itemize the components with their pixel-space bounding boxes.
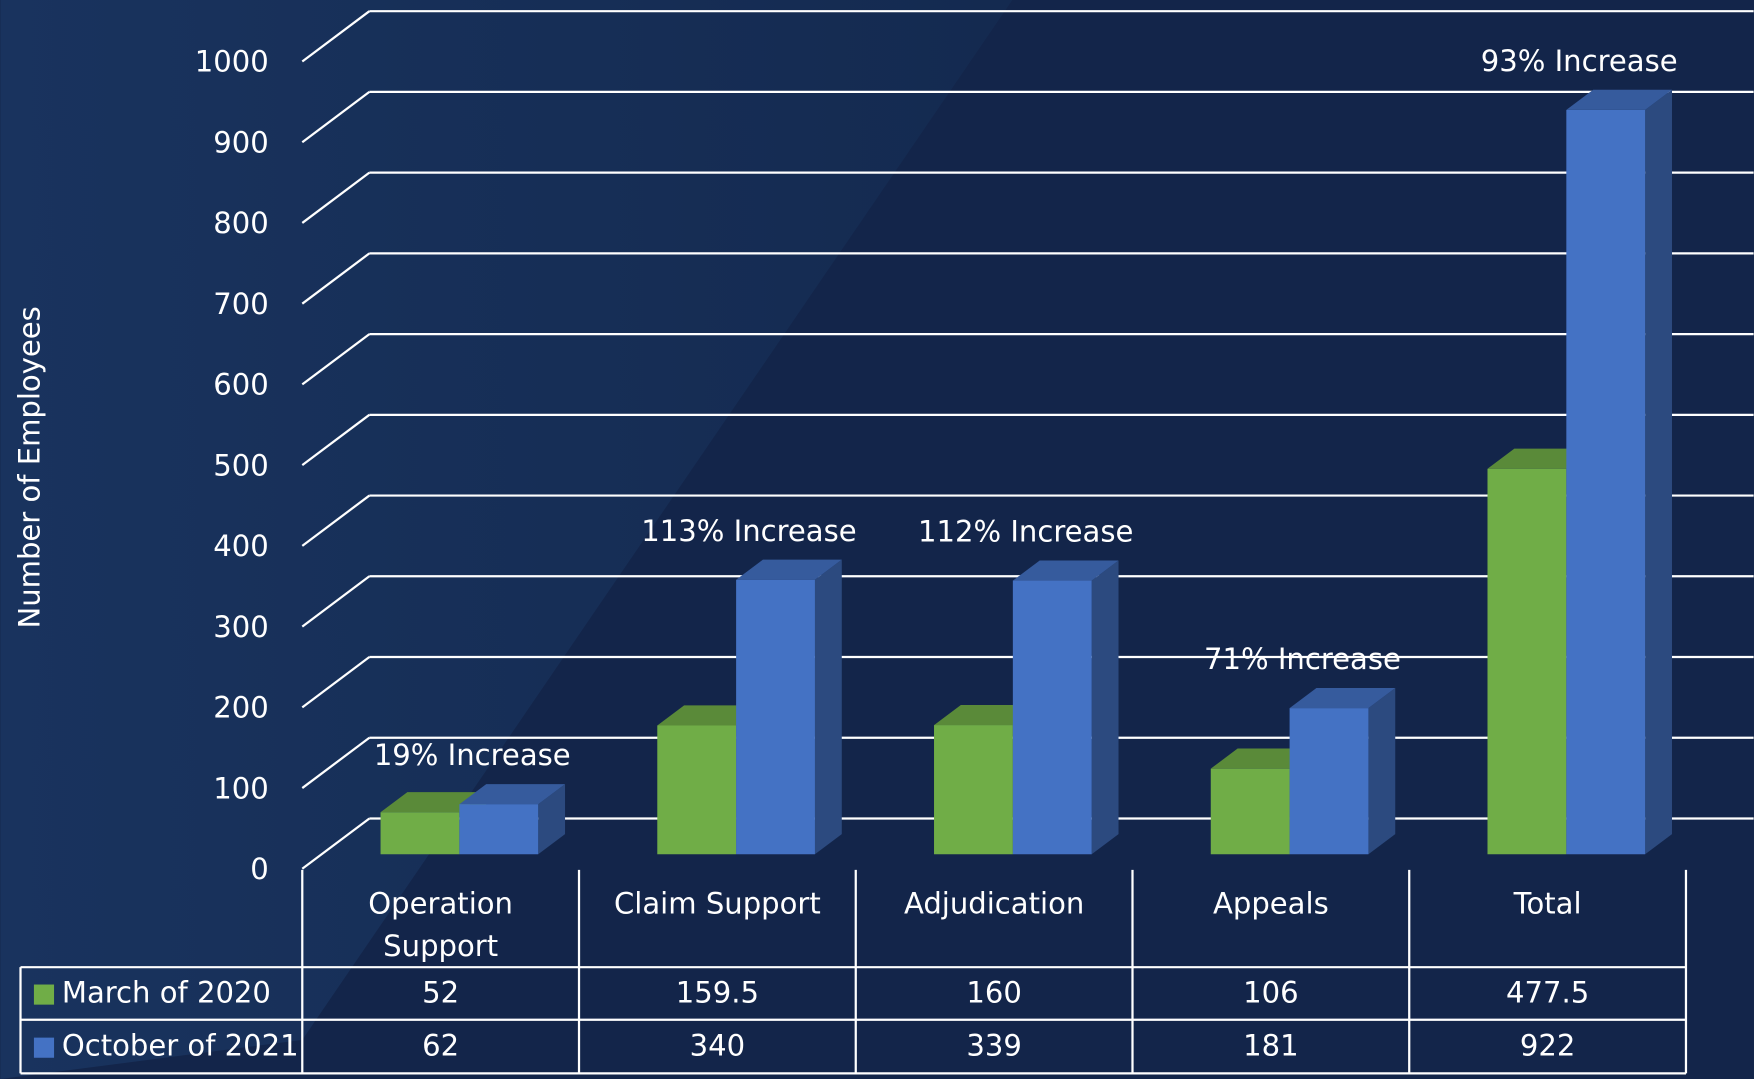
grid-line — [301, 171, 371, 224]
table-value: 52 — [422, 976, 459, 1010]
annotation: 93% Increase — [1481, 44, 1678, 78]
table-value: 477.5 — [1506, 976, 1589, 1010]
grid-line — [301, 252, 371, 305]
bar-side — [538, 784, 566, 855]
bar — [1487, 468, 1567, 855]
y-tick-label: 100 — [213, 771, 268, 805]
background-band — [0, 0, 1013, 1079]
grid-line — [301, 575, 371, 628]
y-tick-label: 300 — [213, 610, 268, 644]
y-tick-label: 0 — [250, 852, 269, 886]
y-tick-label: 500 — [213, 448, 268, 482]
y-tick-label: 200 — [213, 691, 268, 725]
category-label: Appeals — [1212, 887, 1329, 922]
table-value: 340 — [690, 1029, 745, 1063]
bar-top — [1012, 560, 1119, 581]
x-tick-label: Adjudication — [903, 887, 1085, 922]
legend-label: March of 2020 — [62, 976, 271, 1010]
bar-top — [1566, 89, 1672, 110]
y-tick-label: 700 — [213, 287, 268, 321]
category-label: Claim Support — [613, 887, 821, 922]
x-tick-label: Total — [1513, 887, 1582, 922]
y-axis-label: Number of Employees — [13, 306, 47, 628]
grid-line — [301, 10, 371, 63]
bar — [934, 725, 1013, 855]
bar-side — [814, 559, 842, 855]
grid-line — [301, 413, 371, 467]
table-value: 922 — [1520, 1029, 1575, 1063]
x-tick-label: Operation Support — [368, 887, 513, 964]
x-tick-label: Claim Support — [613, 887, 821, 922]
table-value: 160 — [966, 976, 1021, 1010]
bar — [1210, 768, 1290, 855]
legend-swatch — [33, 1037, 55, 1058]
grid-line — [301, 333, 371, 386]
bar — [657, 725, 737, 855]
annotation: 19% Increase — [374, 738, 571, 772]
table-value: 339 — [966, 1029, 1021, 1063]
bar-side — [1091, 560, 1119, 855]
y-tick-label: 600 — [213, 368, 268, 402]
annotation: 113% Increase — [641, 514, 856, 548]
grid-line — [301, 817, 371, 870]
bar — [1566, 109, 1646, 855]
bar-top — [459, 784, 566, 805]
bar-top — [736, 559, 842, 580]
bar — [380, 812, 460, 855]
y-tick-label: 400 — [213, 529, 268, 563]
y-tick-label: 1000 — [195, 45, 269, 79]
grid-line — [301, 91, 371, 144]
bar — [736, 579, 815, 855]
annotation: 112% Increase — [918, 515, 1133, 549]
legend-label: October of 2021 — [62, 1029, 299, 1063]
bar-side — [1368, 688, 1396, 855]
bar — [459, 804, 539, 855]
grid-line — [301, 494, 371, 547]
table-value: 62 — [422, 1029, 459, 1063]
table-value: 181 — [1243, 1029, 1298, 1063]
category-label: Adjudication — [903, 887, 1085, 922]
bar-top — [1289, 688, 1396, 709]
y-tick-label: 900 — [213, 125, 268, 159]
x-tick-label: Appeals — [1212, 887, 1329, 922]
category-label: Total — [1513, 887, 1582, 922]
bar-side — [1645, 89, 1672, 855]
y-tick-label: 800 — [213, 206, 268, 240]
category-label: Operation Support — [368, 887, 513, 964]
table-value: 106 — [1243, 976, 1298, 1010]
annotation: 71% Increase — [1204, 642, 1401, 676]
grid-line — [301, 736, 371, 789]
table-value: 159.5 — [676, 976, 759, 1010]
bar — [1012, 580, 1092, 855]
legend-swatch — [33, 984, 55, 1005]
bar — [1289, 708, 1369, 855]
grid-line — [301, 656, 371, 709]
